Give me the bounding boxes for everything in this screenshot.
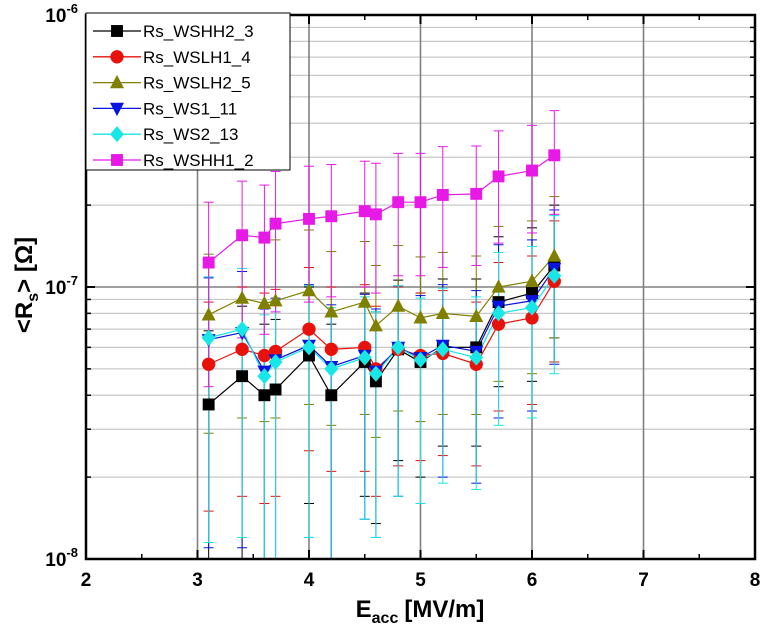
data-point [202,357,216,371]
x-tick-label: 4 [304,570,315,591]
data-point [491,279,506,293]
legend-marker [110,102,124,117]
data-point [303,212,315,225]
data-point [357,294,372,308]
data-point [357,349,372,366]
data-point [235,290,250,304]
data-point [269,217,282,230]
data-point [235,321,250,338]
data-point [368,365,383,382]
data-point [491,305,506,322]
legend-box [85,12,291,171]
data-point [324,360,339,377]
data-point [548,149,561,162]
legend-marker [110,74,124,89]
data-point [547,267,562,284]
legend-marker [111,25,123,37]
data-point [358,205,371,218]
data-point [324,342,338,356]
data-point [201,329,216,346]
data-point [392,196,405,209]
legend-label: Rs_WS1_11 [143,99,237,118]
x-tick-label: 8 [750,570,761,591]
x-tick-labels: 2 3 4 5 6 7 8 [81,570,761,591]
data-point [391,339,406,356]
data-point [491,317,506,331]
data-point [325,210,338,223]
data-point [525,311,539,325]
legend-label: Rs_WSLH2_5 [143,74,251,93]
x-tick-label: 6 [527,570,538,591]
legend-label: Rs_WSHH2_3 [143,22,254,41]
data-point [436,188,449,201]
data-point [201,307,216,321]
data-point [368,318,383,332]
legend-label: Rs_WS2_13 [143,125,238,144]
data-point [547,248,562,262]
data-point [525,299,539,316]
data-point [435,305,450,319]
data-point [235,342,249,356]
y-tick-label: 10-6 [45,1,78,27]
data-point [325,389,338,402]
legend-marker [110,50,124,64]
data-point [302,282,316,297]
data-point [236,229,249,242]
data-point [469,308,484,322]
y-tick-label: 10-8 [45,545,78,571]
data-point [435,341,450,358]
legend-marker [110,126,124,143]
x-tick-label: 7 [638,570,649,591]
data-point [236,370,249,383]
data-point [391,298,406,312]
data-point [469,349,484,366]
data-point [413,351,428,368]
legend-marker [111,154,123,166]
data-point [324,304,339,318]
data-point [414,196,427,209]
x-tick-label: 5 [415,570,426,591]
x-tick-label: 3 [192,570,203,591]
data-point [202,398,215,411]
data-point [492,170,505,183]
legend: Rs_WSHH2_3 Rs_WSLH1_4 Rs_WSLH2_5 Rs_WS1_11 R… [85,12,291,171]
series-markers [201,149,562,411]
data-point [302,322,316,336]
data-point [302,339,316,356]
y-tick-label: 10-7 [45,273,78,299]
y-axis-title: <Rs> [Ω] [11,237,42,333]
data-point [258,231,271,244]
y-tick-labels: 10-8 10-7 10-6 [45,1,78,571]
data-point [303,349,315,362]
legend-label: Rs_WSHH1_2 [143,151,254,170]
data-point [269,383,282,396]
x-axis-title: Eacc [MV/m] [356,596,485,625]
data-point [202,256,215,269]
data-point [258,389,271,402]
data-point [526,287,538,300]
legend-label: Rs_WSLH1_4 [143,48,251,67]
data-point [257,348,272,363]
data-point [470,187,483,200]
data-point [268,293,283,307]
data-point [413,310,428,324]
data-point [369,208,382,221]
data-point [257,295,272,310]
data-point [526,164,538,177]
x-tick-label: 2 [81,570,92,591]
data-point [525,273,539,287]
data-point [257,368,272,385]
data-point [268,353,283,371]
